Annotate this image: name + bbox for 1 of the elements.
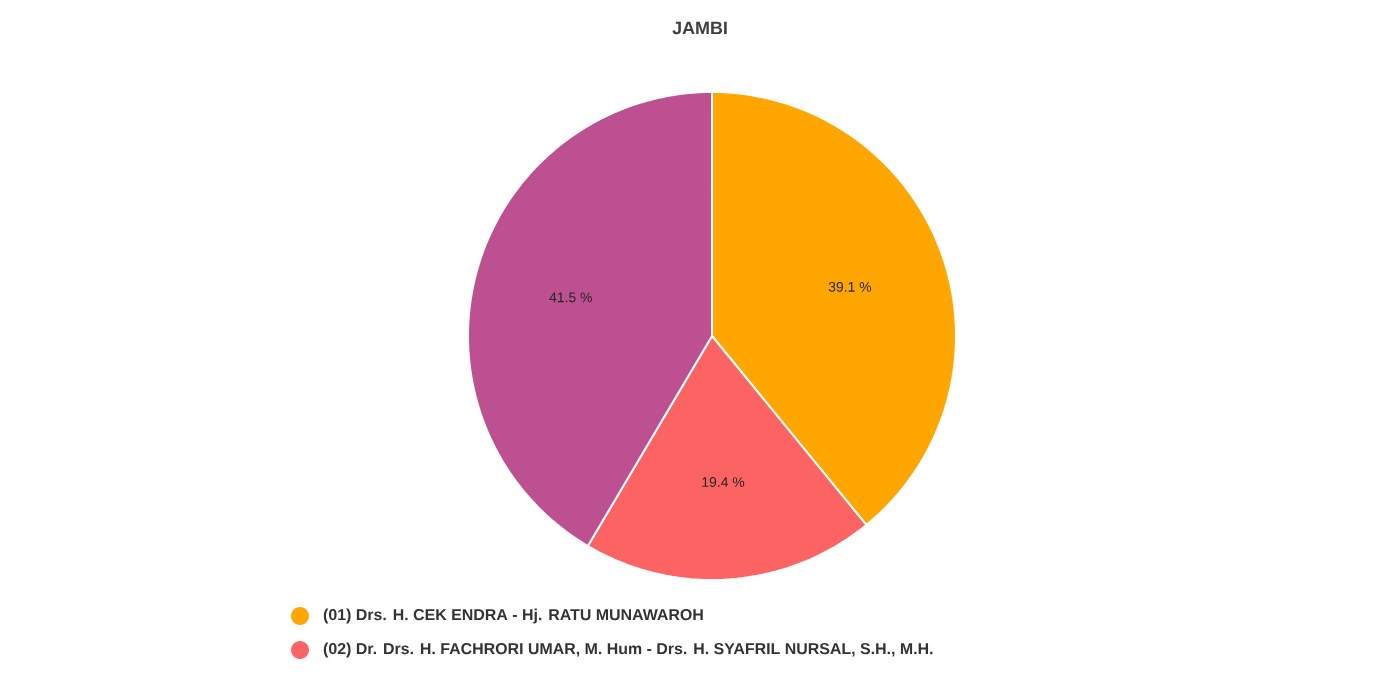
chart-title: JAMBI xyxy=(672,21,727,35)
